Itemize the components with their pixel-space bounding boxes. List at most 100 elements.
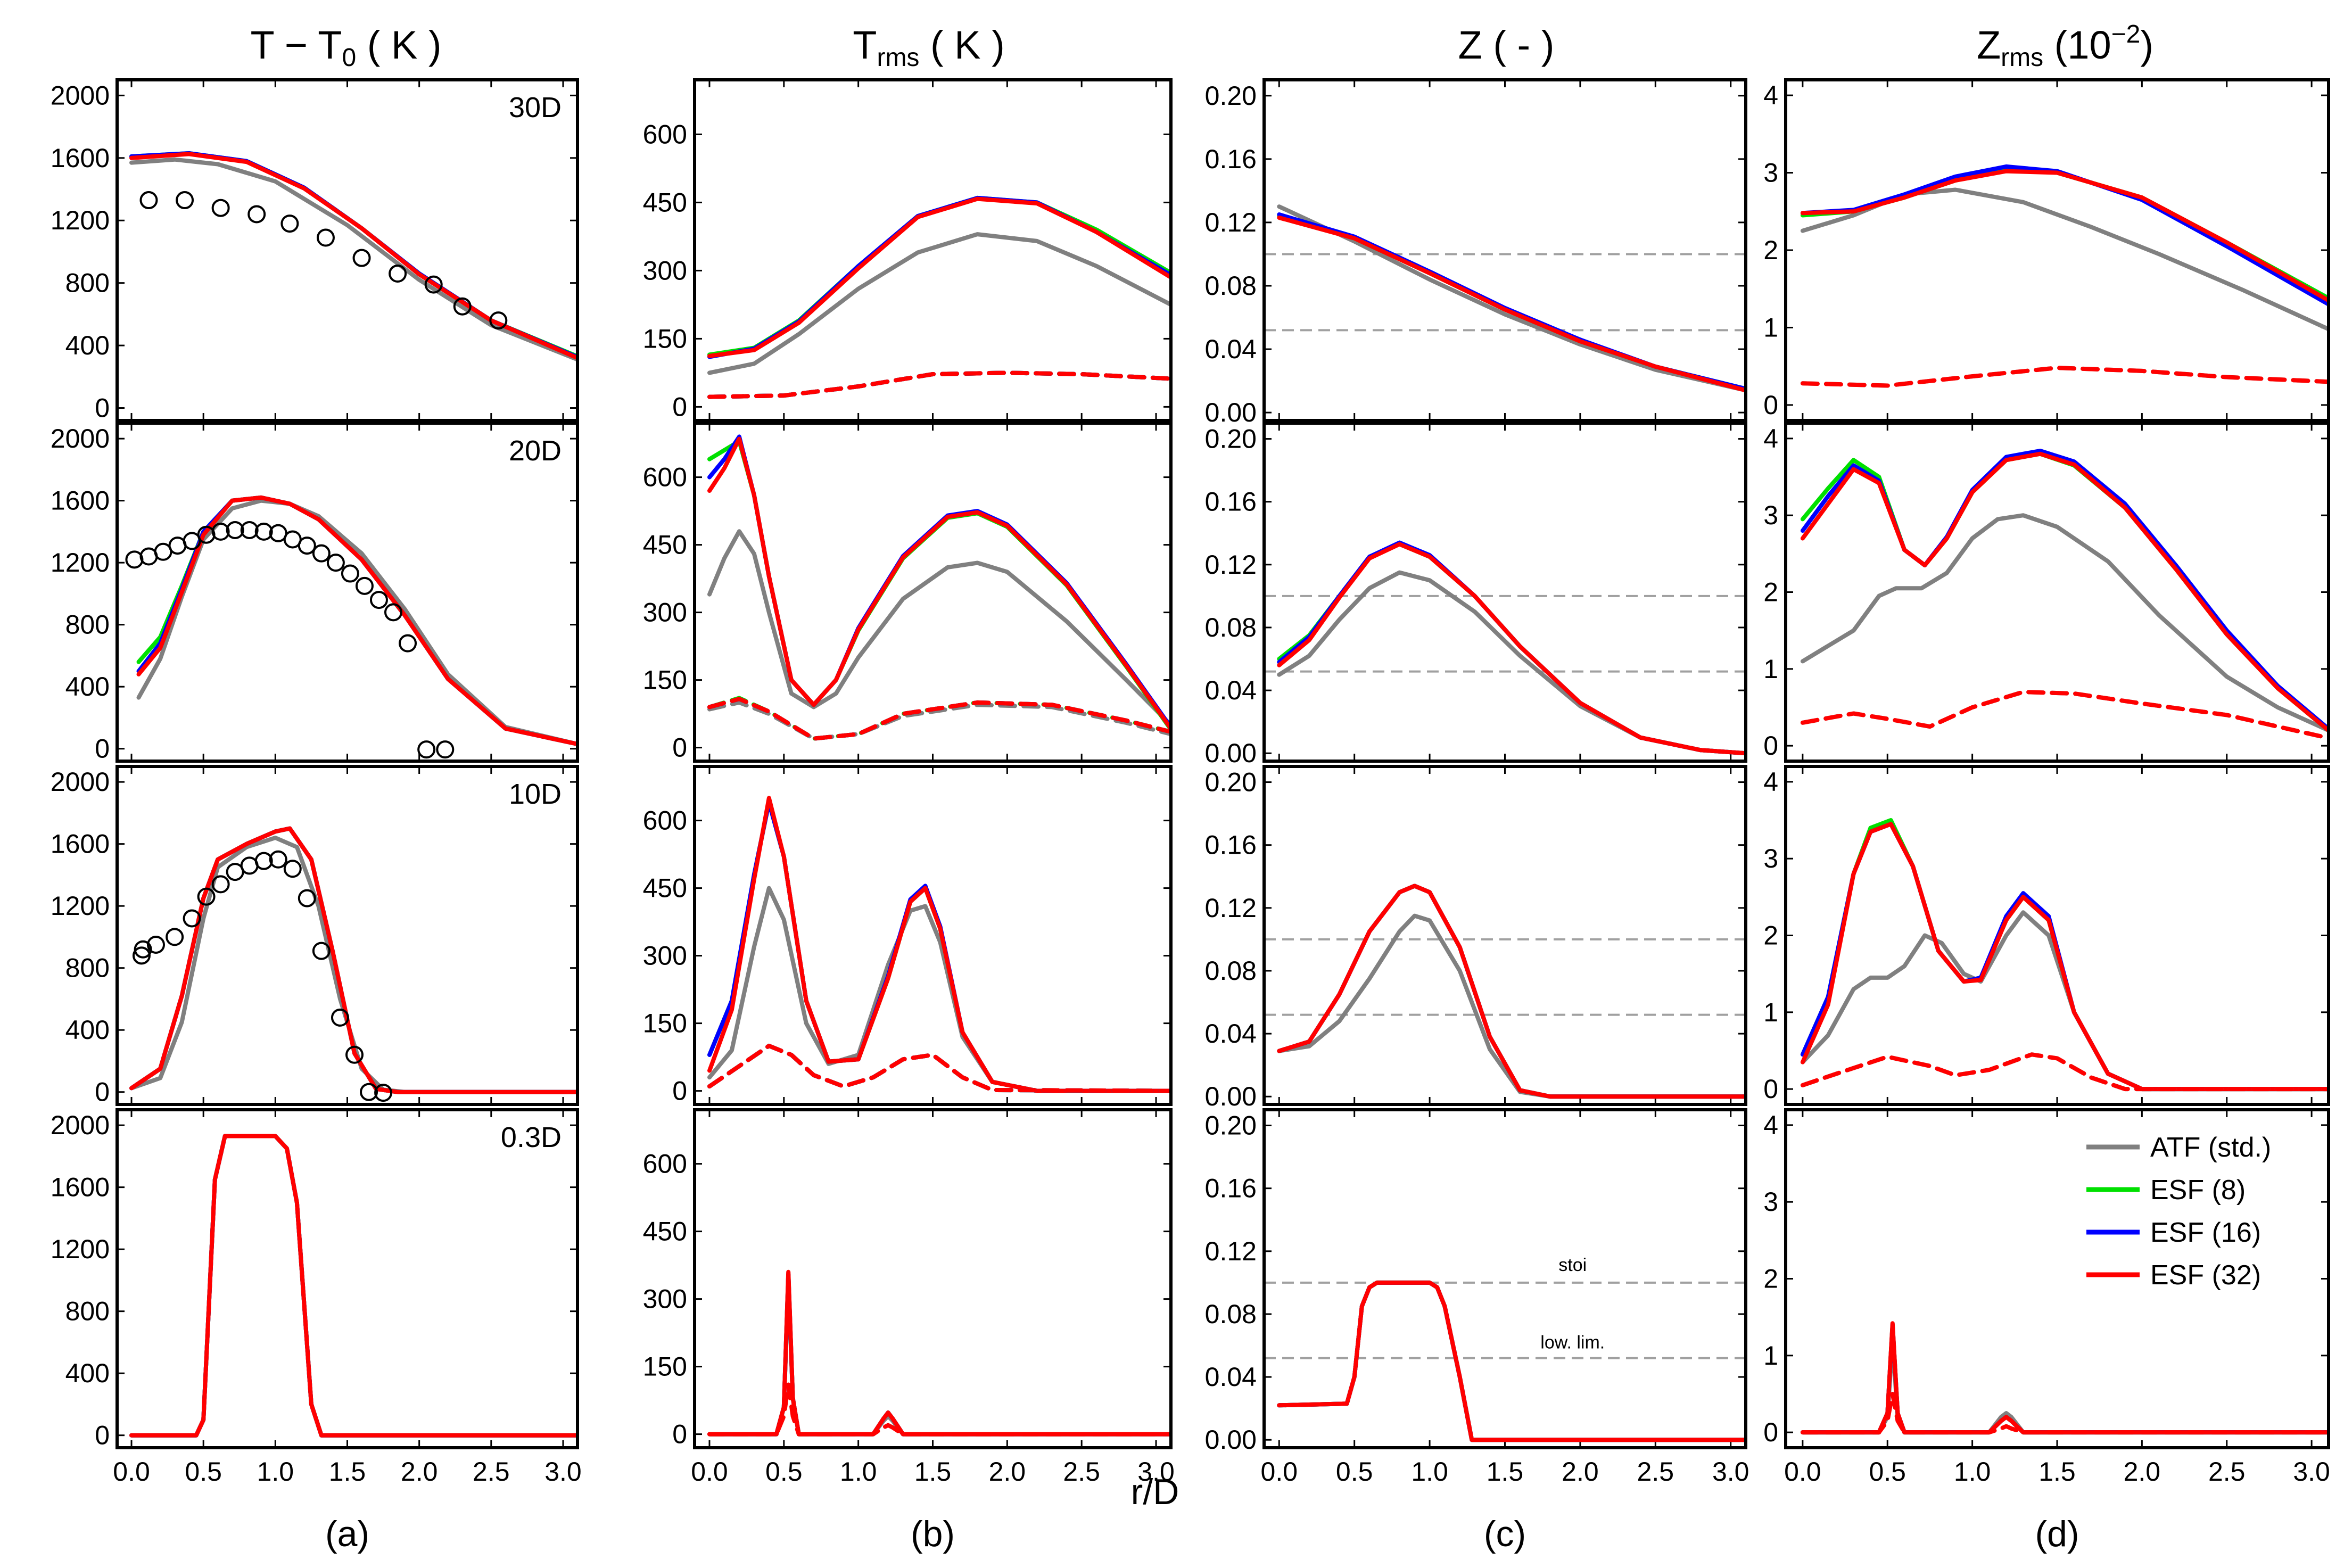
panel-10d-zrms: 0 1 2 3 4 [1763, 765, 2330, 1106]
series-line-atf-std-solid [1800, 513, 2329, 733]
y-tick-label: 150 [643, 324, 687, 353]
y-tick-label: 1200 [51, 205, 110, 235]
y-tick-label: 0 [95, 734, 110, 764]
legend-label: ESF (16) [2150, 1217, 2261, 1248]
panel-10d-trms: 0 150 300 450 600 [643, 765, 1173, 1106]
x-tick-label: 1.0 [840, 1457, 877, 1487]
row-label: 30D [509, 92, 562, 123]
series-line-esf-8-solid [1800, 818, 2329, 1092]
y-tick-label: 450 [643, 530, 687, 560]
y-tick-label: 0.00 [1205, 738, 1257, 768]
y-tick-label: 0.08 [1205, 613, 1257, 642]
x-tick-label: 2.0 [2124, 1457, 2161, 1487]
panel-frame [693, 422, 1173, 763]
panel-30d-zrms: 0 1 2 3 4 [1763, 78, 2330, 422]
legend: ATF (std.) ESF (8) ESF (16) ESF (32) [2086, 1132, 2271, 1291]
series-line-esf-8-solid [129, 1134, 577, 1438]
row-label: 0.3D [501, 1121, 562, 1153]
y-tick-label: 0.16 [1205, 830, 1257, 860]
panel-20d-t: 0 400 800 1200 1600 2000 20D [51, 422, 579, 764]
y-tick-label: 1200 [51, 891, 110, 921]
series-line-esf-32-dashed [707, 1382, 1171, 1437]
series-line-atf-std-solid [707, 232, 1171, 375]
experiment-marker [226, 521, 244, 539]
series-line-esf-32-solid [1277, 1280, 1746, 1442]
y-tick-label: 0.20 [1205, 1111, 1257, 1141]
y-tick-label: 0.08 [1205, 956, 1257, 986]
y-tick-label: 400 [65, 1358, 110, 1388]
series-line-atf-std-solid [707, 1278, 1171, 1437]
panel-0-3d-t: 0 400 800 1200 1600 2000 0.0 0.5 1.0 1.5 2.0 2.5 3.0… [51, 1108, 582, 1487]
series-line-esf-32-solid [707, 436, 1171, 731]
experiment-marker [280, 214, 299, 233]
series-line-esf-32-solid [129, 152, 577, 360]
series-line-atf-std-solid [1277, 570, 1746, 756]
x-tick-label: 0.0 [691, 1457, 728, 1487]
series-line-atf-std-solid [1277, 204, 1746, 393]
y-tick-label: 0.04 [1205, 1362, 1257, 1392]
x-tick-label: 0.0 [113, 1457, 150, 1487]
series-line-esf-8-solid [1800, 1323, 2329, 1435]
legend-label: ESF (32) [2150, 1260, 2261, 1291]
series-line-esf-16-solid [707, 1272, 1171, 1437]
series-line-esf-32-solid [707, 1269, 1171, 1437]
y-tick-label: 0.16 [1205, 1174, 1257, 1203]
y-tick-label: 600 [643, 806, 687, 836]
y-tick-label: 800 [65, 953, 110, 983]
y-tick-label: 300 [643, 598, 687, 628]
x-tick-label: 2.0 [401, 1457, 438, 1487]
experiment-marker [211, 522, 230, 541]
x-tick-label: 0.5 [1336, 1457, 1373, 1487]
x-tick-label: 1.5 [2038, 1457, 2076, 1487]
y-tick-label: 150 [643, 665, 687, 695]
panel-0-3d-z: 0.00 0.04 0.08 0.12 0.16 0.20 0.0 0.5 1.0 1.5 2.0 2… [1205, 1108, 1749, 1487]
series-line-esf-8-solid [1277, 1280, 1746, 1442]
y-tick-label: 400 [65, 672, 110, 702]
series-line-esf-32-solid [1800, 1321, 2329, 1435]
x-tick-label: 2.5 [1063, 1457, 1100, 1487]
panel-10d-t: 0 400 800 1200 1600 2000 10D [51, 765, 579, 1107]
series-line-atf-std-dashed [707, 370, 1171, 399]
series-line-esf-16-dashed [707, 1043, 1171, 1093]
x-tick-label: 0.5 [765, 1457, 803, 1487]
series-line-atf-std-solid [1277, 913, 1746, 1099]
panel-frame [1784, 765, 2330, 1106]
y-tick-label: 0.04 [1205, 675, 1257, 705]
y-tick-label: 2 [1763, 921, 1778, 951]
panel-frame [1784, 1108, 2330, 1449]
y-tick-label: 0 [1763, 1074, 1778, 1104]
series-line-esf-32-dashed [1800, 366, 2329, 388]
panel-20d-z: 0.00 0.04 0.08 0.12 0.16 0.20 [1205, 422, 1747, 768]
row-label: 20D [509, 435, 562, 467]
experiment-marker [384, 603, 402, 622]
experiment-marker [254, 852, 273, 870]
y-tick-label: 600 [643, 119, 687, 149]
y-tick-label: 1600 [51, 486, 110, 516]
panel-20d-zrms: 0 1 2 3 4 [1763, 422, 2330, 763]
y-tick-label: 0 [672, 1420, 687, 1449]
y-tick-label: 0 [95, 1421, 110, 1450]
y-tick-label: 3 [1763, 844, 1778, 873]
series-line-atf-std-solid [129, 157, 577, 362]
panel-letter: (d) [2035, 1514, 2079, 1554]
experiment-marker [489, 311, 508, 330]
y-tick-label: 2 [1763, 1264, 1778, 1294]
series-line-esf-32-solid [129, 1134, 577, 1438]
series-line-atf-std-solid [129, 1134, 577, 1438]
series-line-esf-16-solid [129, 1134, 577, 1438]
panel-frame [1784, 422, 2330, 763]
y-tick-label: 0 [1763, 390, 1778, 420]
panel-frame [115, 78, 579, 422]
y-tick-label: 0.00 [1205, 398, 1257, 427]
panel-frame [115, 422, 579, 763]
panel-frame [115, 765, 579, 1106]
y-tick-label: 0.16 [1205, 144, 1257, 174]
y-tick-label: 150 [643, 1009, 687, 1038]
experiment-marker [125, 550, 144, 569]
series-line-esf-8-dashed [707, 370, 1171, 399]
y-tick-label: 0.20 [1205, 424, 1257, 454]
x-tick-label: 0.5 [185, 1457, 222, 1487]
y-tick-label: 0 [672, 733, 687, 763]
y-tick-label: 4 [1763, 80, 1778, 110]
series-line-esf-32-dashed [1800, 690, 2329, 740]
